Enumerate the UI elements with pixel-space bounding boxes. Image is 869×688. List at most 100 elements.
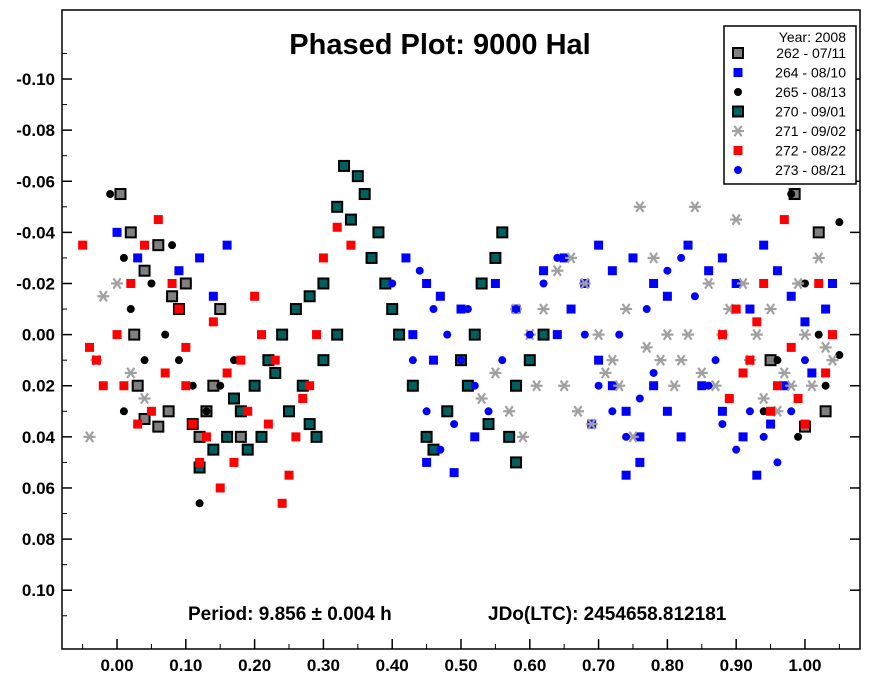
legend-entry-label: 262 - 07/11 bbox=[776, 45, 846, 61]
data-point bbox=[675, 354, 688, 366]
data-point bbox=[649, 381, 659, 391]
data-point bbox=[202, 407, 211, 416]
data-point bbox=[195, 253, 205, 263]
data-point bbox=[787, 407, 796, 416]
data-point bbox=[621, 470, 631, 480]
data-point bbox=[138, 264, 151, 277]
data-point bbox=[119, 253, 128, 262]
data-point bbox=[160, 368, 170, 378]
data-point bbox=[731, 278, 741, 288]
data-point bbox=[146, 406, 156, 416]
data-point bbox=[779, 381, 789, 391]
data-point bbox=[114, 188, 127, 201]
x-tick-label: 0.40 bbox=[376, 656, 409, 675]
data-point bbox=[436, 445, 445, 454]
data-point bbox=[737, 277, 750, 290]
data-point bbox=[243, 406, 253, 416]
data-point bbox=[111, 277, 124, 290]
data-point bbox=[537, 328, 550, 341]
data-point bbox=[798, 328, 811, 341]
data-point bbox=[181, 342, 191, 352]
data-point bbox=[717, 253, 727, 263]
data-point bbox=[124, 367, 137, 379]
data-point bbox=[759, 240, 769, 250]
data-point bbox=[745, 355, 755, 365]
data-point bbox=[331, 200, 344, 213]
data-point bbox=[731, 304, 741, 314]
data-point bbox=[358, 188, 371, 201]
y-tick-label: 0.00 bbox=[22, 326, 55, 345]
data-point bbox=[234, 430, 247, 443]
x-tick-label: 0.20 bbox=[238, 656, 271, 675]
period-annotation: Period: 9.856 ± 0.004 h bbox=[188, 604, 392, 625]
data-point bbox=[393, 328, 406, 341]
data-point bbox=[331, 328, 344, 341]
data-point bbox=[435, 291, 445, 301]
data-point bbox=[805, 379, 818, 392]
data-point bbox=[807, 368, 817, 378]
data-point bbox=[195, 499, 204, 508]
data-point bbox=[310, 430, 323, 443]
data-point bbox=[221, 430, 234, 443]
data-point bbox=[704, 381, 713, 390]
data-point bbox=[457, 356, 465, 365]
data-point bbox=[174, 266, 184, 276]
data-point bbox=[778, 367, 791, 379]
data-point bbox=[516, 431, 529, 443]
data-point bbox=[635, 394, 644, 403]
data-point bbox=[793, 394, 803, 404]
data-point bbox=[475, 277, 488, 290]
data-point bbox=[613, 379, 626, 392]
data-point bbox=[578, 277, 591, 290]
x-tick-label: 0.10 bbox=[169, 656, 202, 675]
data-point bbox=[277, 498, 287, 508]
data-point bbox=[661, 328, 674, 341]
data-point bbox=[821, 381, 830, 390]
data-point bbox=[759, 407, 768, 416]
data-point bbox=[826, 354, 839, 366]
data-point bbox=[420, 430, 433, 443]
data-point bbox=[812, 252, 825, 264]
data-point bbox=[800, 356, 809, 365]
data-point bbox=[422, 407, 431, 416]
data-point bbox=[188, 381, 197, 390]
data-point bbox=[757, 392, 770, 405]
data-point bbox=[312, 330, 322, 340]
data-point bbox=[489, 251, 502, 264]
data-point bbox=[468, 328, 481, 341]
data-point bbox=[676, 432, 686, 442]
data-point bbox=[690, 292, 699, 301]
data-point bbox=[83, 431, 96, 443]
data-point bbox=[835, 218, 844, 227]
data-point bbox=[429, 305, 438, 314]
data-point bbox=[248, 379, 261, 392]
data-point bbox=[786, 291, 796, 301]
data-point bbox=[766, 406, 776, 416]
data-point bbox=[800, 317, 810, 327]
data-point bbox=[298, 394, 308, 404]
data-point bbox=[140, 356, 149, 365]
data-point bbox=[138, 392, 151, 405]
data-point bbox=[408, 356, 417, 365]
data-point bbox=[558, 379, 571, 392]
data-point bbox=[608, 407, 617, 416]
legend-marker bbox=[733, 146, 743, 155]
legend-entry-label: 270 - 09/01 bbox=[775, 104, 846, 120]
data-point bbox=[607, 381, 617, 391]
data-point bbox=[498, 356, 507, 365]
legend-entry-label: 273 - 08/21 bbox=[775, 162, 846, 178]
data-point bbox=[752, 470, 762, 480]
x-tick-label: 0.90 bbox=[720, 656, 753, 675]
data-point bbox=[344, 213, 357, 226]
x-tick-label: 0.60 bbox=[513, 656, 546, 675]
data-point bbox=[303, 290, 316, 303]
data-point bbox=[759, 278, 769, 288]
data-point bbox=[642, 305, 651, 314]
data-point bbox=[222, 240, 232, 250]
data-point bbox=[222, 368, 232, 378]
data-point bbox=[372, 226, 385, 239]
data-point bbox=[663, 266, 672, 275]
data-point bbox=[195, 457, 205, 467]
legend-marker bbox=[732, 105, 744, 118]
